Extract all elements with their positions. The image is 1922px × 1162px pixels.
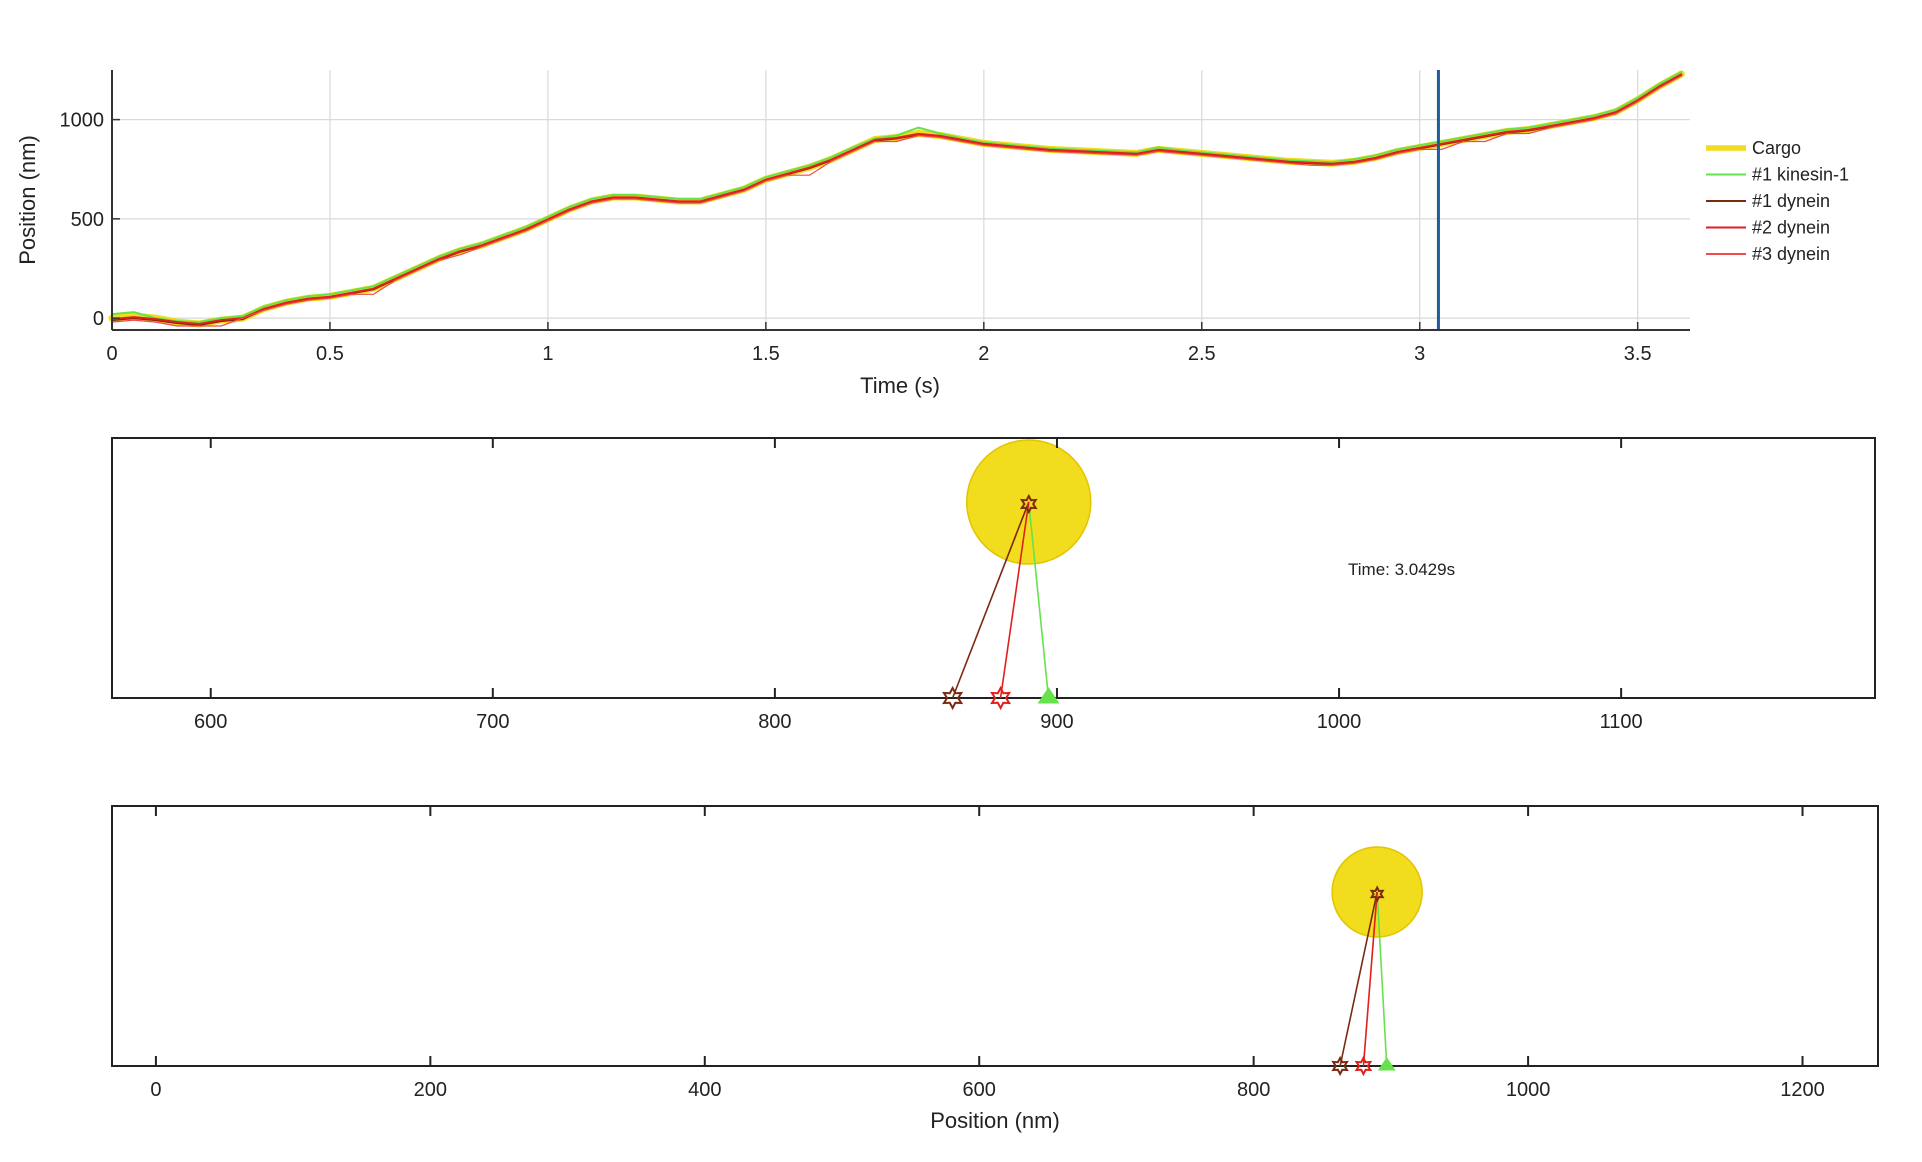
timeseries-y-ticks: 0 500 1000 — [60, 110, 120, 330]
x-tick-label: 3.5 — [1624, 343, 1652, 365]
motor-tether — [1362, 891, 1378, 1067]
motor-tether — [999, 501, 1030, 699]
snapshot-full-x-axis-label: Position (nm) — [930, 1108, 1060, 1133]
y-tick-label: 0 — [93, 308, 104, 330]
motor-tether — [1376, 891, 1388, 1067]
dynein-marker — [1354, 1055, 1373, 1077]
attachment-marker — [1019, 493, 1038, 515]
snapshot-zoomed-panel: 600 700 800 900 1000 1100 Time: 3.0429s — [111, 437, 1876, 733]
snapshot-frame — [111, 805, 1879, 1067]
x-tick-label: 400 — [688, 1079, 721, 1101]
series-line-5 — [111, 75, 1682, 327]
motor-tether — [951, 501, 1030, 699]
legend-label: #2 dynein — [1752, 218, 1830, 238]
x-tick-label: 2.5 — [1188, 343, 1216, 365]
legend-label: #1 dynein — [1752, 191, 1830, 211]
motor-tether — [1027, 501, 1050, 699]
timeseries-x-ticks: 0 0.5 1 1.5 2 2.5 3 3.5 — [106, 322, 1652, 365]
series-line-2 — [111, 71, 1683, 324]
x-tick-label: 1200 — [1780, 1079, 1825, 1101]
y-tick-label: 1000 — [60, 110, 105, 132]
legend-label: #1 kinesin-1 — [1752, 165, 1849, 185]
timeseries-axes — [111, 70, 1690, 331]
motor-tether — [1339, 891, 1378, 1067]
x-tick-label: 200 — [414, 1079, 447, 1101]
time-label: Time: 3.0429s — [1348, 560, 1455, 579]
x-tick-label: 1000 — [1506, 1079, 1551, 1101]
x-tick-label: 600 — [194, 711, 227, 733]
dynein-marker — [990, 685, 1012, 711]
dynein-marker — [1331, 1055, 1349, 1077]
x-tick-label: 600 — [963, 1079, 996, 1101]
kinesin-marker — [1037, 687, 1060, 704]
x-tick-label: 700 — [476, 711, 509, 733]
legend: Cargo #1 kinesin-1 #1 dynein #2 dynein #3 dy… — [1706, 138, 1849, 264]
timeseries-lines — [108, 70, 1685, 328]
timeseries-panel: 0 0.5 1 1.5 2 2.5 3 3.5 0 500 1000 Time (s) Posit… — [15, 70, 1849, 398]
snapshot-full-plot — [111, 805, 1879, 1077]
snapshot-zoomed-plot — [111, 437, 1876, 711]
x-tick-label: 0 — [106, 343, 117, 365]
x-tick-label: 900 — [1040, 711, 1073, 733]
legend-label: #3 dynein — [1752, 244, 1830, 264]
attachment-marker — [1369, 885, 1385, 903]
snapshot-full-panel: 0 200 400 600 800 1000 1200 Position (nm) — [111, 805, 1879, 1133]
snapshot-zoomed-x-ticks: 600 700 800 900 1000 1100 — [194, 438, 1643, 733]
x-tick-label: 2 — [978, 343, 989, 365]
legend-label: Cargo — [1752, 138, 1801, 158]
series-line-4 — [111, 73, 1683, 325]
x-tick-label: 0 — [150, 1079, 161, 1101]
timeseries-x-axis-label: Time (s) — [860, 373, 940, 398]
x-tick-label: 1000 — [1317, 711, 1362, 733]
x-tick-label: 800 — [758, 711, 791, 733]
x-tick-label: 1100 — [1600, 711, 1643, 733]
y-tick-label: 500 — [71, 209, 104, 231]
kinesin-marker — [1377, 1057, 1396, 1071]
x-tick-label: 0.5 — [316, 343, 344, 365]
x-tick-label: 3 — [1414, 343, 1425, 365]
snapshot-full-x-ticks: 0 200 400 600 800 1000 1200 — [150, 806, 1825, 1101]
x-tick-label: 800 — [1237, 1079, 1270, 1101]
timeseries-y-axis-label: Position (nm) — [15, 135, 40, 265]
x-tick-label: 1.5 — [752, 343, 780, 365]
dynein-marker — [942, 685, 964, 711]
x-tick-label: 1 — [542, 343, 553, 365]
